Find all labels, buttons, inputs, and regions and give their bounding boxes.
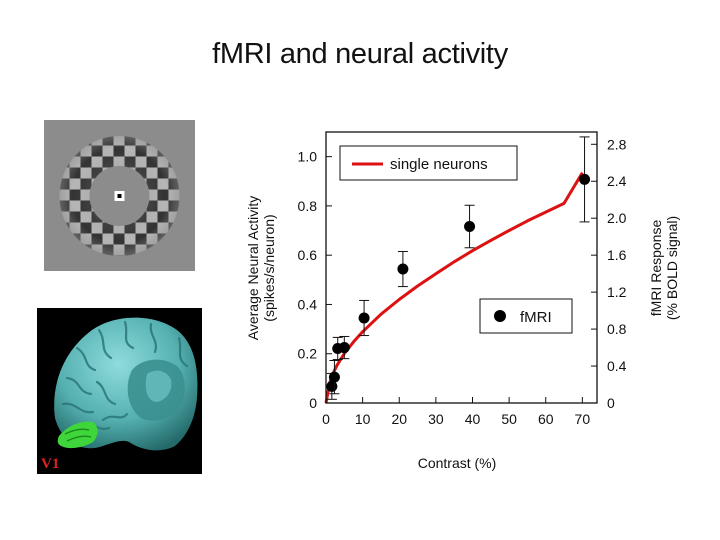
slide-title: fMRI and neural activity xyxy=(212,38,508,70)
legend-label-fmri: fMRI xyxy=(520,309,552,326)
fmri-point xyxy=(464,221,476,233)
fmri-point xyxy=(326,380,338,392)
x-tick-label: 60 xyxy=(538,411,554,427)
x-tick-label: 20 xyxy=(391,411,407,427)
y-right-tick-label: 0.8 xyxy=(607,321,627,337)
checkerboard-stimulus-image xyxy=(44,120,195,271)
y-axis-right-label-line1: fMRI Response xyxy=(648,220,664,317)
x-axis-label: Contrast (%) xyxy=(418,455,497,471)
y-left-tick-label: 0 xyxy=(309,395,317,411)
y-axis-right-label-line2: (% BOLD signal) xyxy=(664,216,680,320)
fmri-point xyxy=(397,263,409,275)
y-right-tick-label: 1.2 xyxy=(607,284,627,300)
y-right-tick-label: 2.8 xyxy=(607,136,627,152)
brain-image: V1 xyxy=(37,308,202,474)
x-tick-label: 70 xyxy=(575,411,591,427)
y-left-tick-label: 0.8 xyxy=(298,198,318,214)
fmri-point xyxy=(358,312,370,324)
y-right-tick-label: 0.4 xyxy=(607,358,627,374)
legend-fmri: fMRI xyxy=(479,298,573,334)
x-tick-label: 50 xyxy=(501,411,517,427)
legend-single-neurons: single neurons xyxy=(339,145,518,181)
fmri-point xyxy=(328,371,340,383)
v1-label: V1 xyxy=(41,456,59,472)
fmri-point xyxy=(338,342,350,354)
y-left-tick-label: 1.0 xyxy=(298,149,318,165)
x-tick-label: 10 xyxy=(355,411,371,427)
y-right-tick-label: 2.4 xyxy=(607,173,627,189)
y-right-tick-label: 0 xyxy=(607,395,615,411)
fmri-point xyxy=(579,173,591,185)
y-axis-left-label-line1: Average Neural Activity xyxy=(245,196,261,340)
legend-label-single-neurons: single neurons xyxy=(390,156,488,173)
y-right-tick-label: 1.6 xyxy=(607,247,627,263)
plot-frame xyxy=(325,131,598,404)
y-right-tick-label: 2.0 xyxy=(607,210,627,226)
legend-point-swatch xyxy=(494,310,506,322)
x-tick-label: 40 xyxy=(465,411,481,427)
single-neurons-curve xyxy=(324,171,584,404)
chart: 0 10 20 30 40 50 60 70 0 0.2 0.4 0.6 0.8 1.0 0 0.4 0.8 1.… xyxy=(230,118,700,488)
y-left-tick-label: 0.4 xyxy=(298,296,318,312)
x-tick-label: 0 xyxy=(322,411,330,427)
y-left-tick-label: 0.2 xyxy=(298,346,318,362)
x-tick-label: 30 xyxy=(428,411,444,427)
y-left-tick-label: 0.6 xyxy=(298,247,318,263)
y-axis-left-label-line2: (spikes/s/neuron) xyxy=(261,214,277,321)
